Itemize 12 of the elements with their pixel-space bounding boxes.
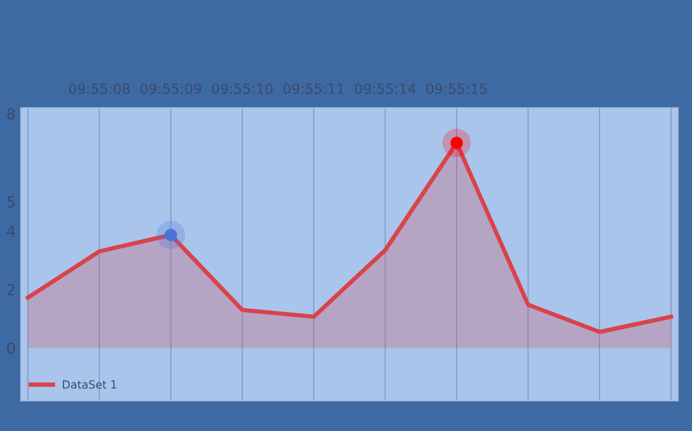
x-tick-label: 09:55:09 xyxy=(140,83,202,94)
y-tick-label: 5 xyxy=(7,196,15,208)
y-tick-label: 8 xyxy=(7,108,15,120)
x-tick-label: 09:55:08 xyxy=(69,83,130,94)
x-tick-label: 09:55:11 xyxy=(283,83,344,94)
x-tick-label: 09:55:10 xyxy=(212,83,273,94)
y-tick-label: 0 xyxy=(7,342,15,354)
y-tick-label: 2 xyxy=(7,284,14,296)
x-tick-label: 09:55:15 xyxy=(426,83,487,94)
x-tick-label: 09:55:14 xyxy=(354,83,416,94)
legend-label: DataSet 1 xyxy=(62,380,116,389)
y-tick-label: 4 xyxy=(6,226,16,237)
